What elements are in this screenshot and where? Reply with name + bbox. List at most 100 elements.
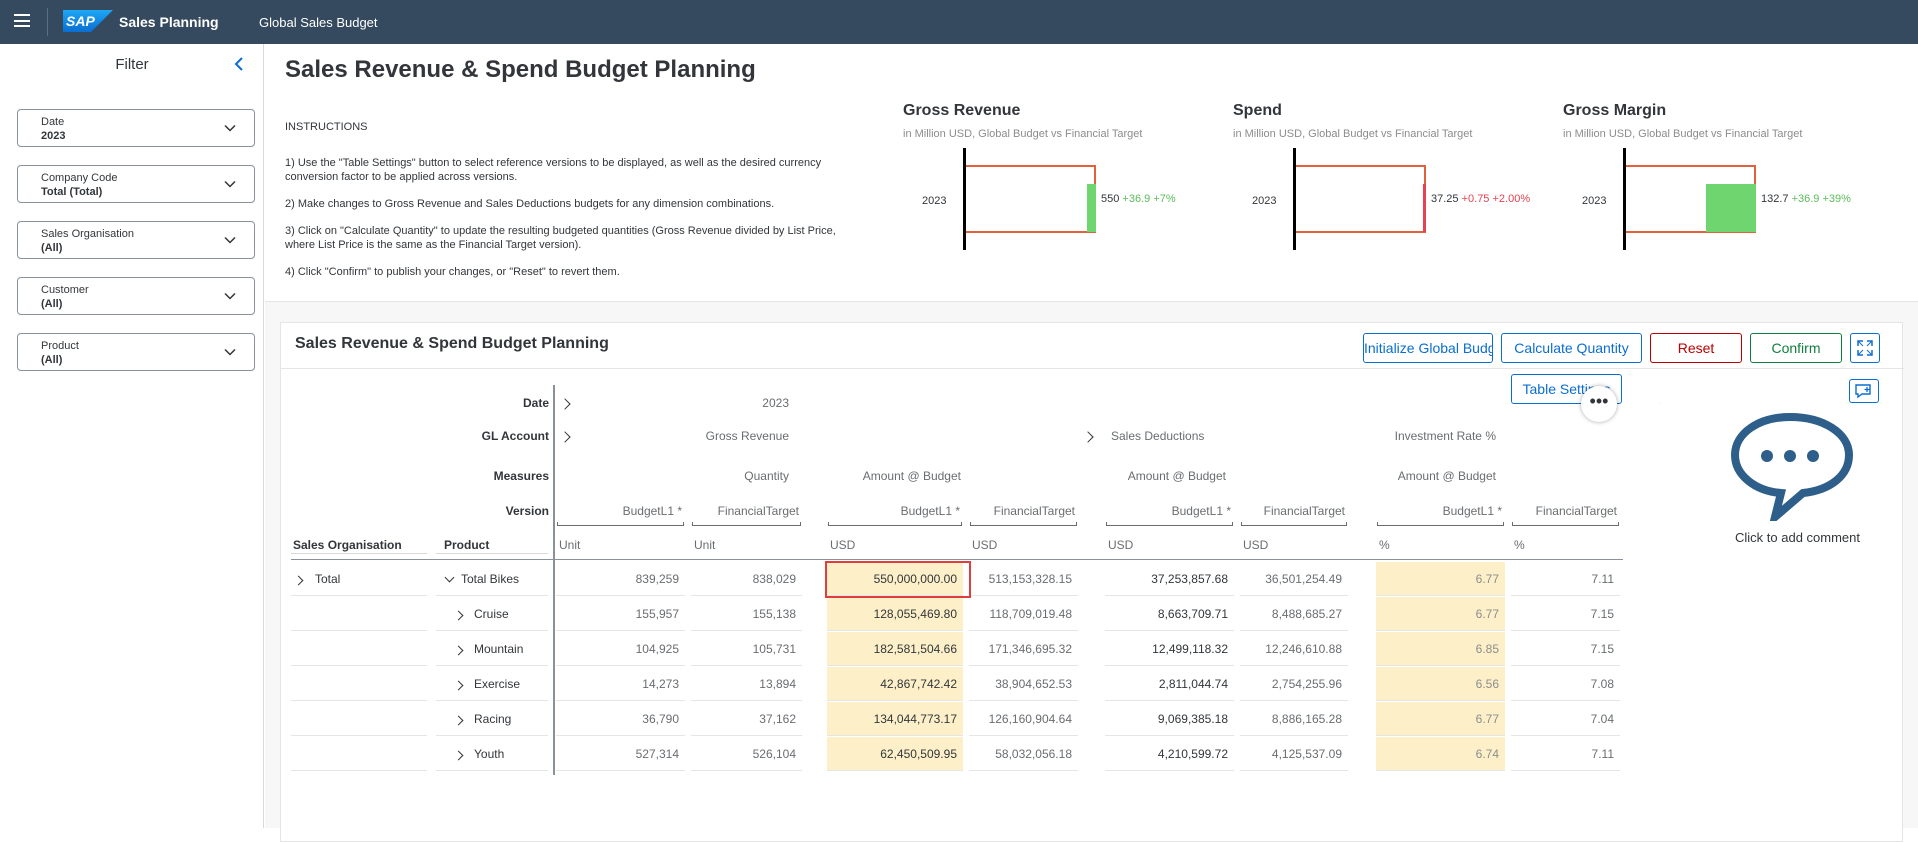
- card-header-divider: [281, 368, 1904, 369]
- kpi-axis: [1623, 148, 1626, 250]
- comment-bubble-icon[interactable]: [1727, 411, 1853, 521]
- chevron-down-icon: [224, 124, 236, 132]
- product-expand-icon[interactable]: [453, 678, 464, 692]
- unit-header: USD: [1243, 538, 1269, 552]
- row-divider: [691, 700, 802, 701]
- row-divider: [436, 630, 548, 631]
- filter-sales-organisation[interactable]: Sales Organisation (All): [17, 221, 255, 259]
- table-card: Sales Revenue & Spend Budget Planning In…: [280, 322, 1904, 842]
- chevron-down-icon: [224, 180, 236, 188]
- kpi-gross-margin: Gross Margin in Million USD, Global Budge…: [1563, 102, 1883, 262]
- filter-company-code[interactable]: Company Code Total (Total): [17, 165, 255, 203]
- add-comment-label[interactable]: Click to add comment: [1735, 530, 1860, 545]
- editable-cell-bg[interactable]: [1376, 737, 1505, 770]
- calculate-quantity-button[interactable]: Calculate Quantity: [1501, 333, 1642, 363]
- row-divider: [291, 735, 427, 736]
- kpi-subtitle: in Million USD, Global Budget vs Financi…: [1563, 128, 1803, 140]
- more-options-icon[interactable]: •••: [1581, 386, 1617, 422]
- kpi-title: Gross Revenue: [903, 102, 1021, 119]
- gl-gross-revenue-expand-icon[interactable]: [559, 430, 571, 444]
- product-collapse-icon[interactable]: [444, 570, 455, 584]
- row-divider: [291, 595, 427, 596]
- editable-cell-bg[interactable]: [827, 562, 963, 595]
- row-divider: [1105, 630, 1234, 631]
- fullscreen-button[interactable]: [1850, 333, 1880, 363]
- gl-sales-deductions-expand-icon[interactable]: [1082, 430, 1094, 444]
- kpi-year: 2023: [1582, 195, 1607, 207]
- editable-cell-bg[interactable]: [827, 597, 963, 630]
- editable-cell-bg[interactable]: [827, 702, 963, 735]
- kpi-delta-pct: +39%: [1822, 193, 1851, 205]
- row-divider: [291, 770, 427, 771]
- filter-date[interactable]: Date 2023: [17, 109, 255, 147]
- version-bracket: [692, 522, 801, 526]
- measure-amount-deductions: Amount @ Budget: [1127, 469, 1226, 483]
- gl-account-sales-deductions: Sales Deductions: [1111, 429, 1205, 443]
- editable-cell-bg[interactable]: [1376, 702, 1505, 735]
- value-cell: 9,069,385.18: [1157, 712, 1228, 726]
- value-cell: 6.85: [1475, 642, 1499, 656]
- filter-customer[interactable]: Customer (All): [17, 277, 255, 315]
- unit-header: USD: [1108, 538, 1134, 552]
- kpi-subtitle: in Million USD, Global Budget vs Financi…: [1233, 128, 1473, 140]
- version-header: BudgetL1 *: [1171, 504, 1231, 518]
- row-divider: [556, 735, 685, 736]
- org-expand-icon[interactable]: [293, 573, 304, 587]
- add-comment-button[interactable]: [1849, 379, 1879, 403]
- value-cell: 839,259: [635, 572, 679, 586]
- filter-label: Customer: [41, 284, 89, 296]
- app-title[interactable]: Sales Planning: [119, 14, 219, 30]
- row-divider: [1511, 735, 1620, 736]
- product-expand-icon[interactable]: [453, 608, 464, 622]
- row-divider: [1105, 665, 1234, 666]
- filter-product[interactable]: Product (All): [17, 333, 255, 371]
- version-header: BudgetL1 *: [1442, 504, 1502, 518]
- shell-bar: SAP Sales Planning Global Sales Budget: [0, 0, 1918, 44]
- row-divider: [1105, 735, 1234, 736]
- measure-amount-revenue: Amount @ Budget: [862, 469, 961, 483]
- editable-cell-bg[interactable]: [827, 737, 963, 770]
- kpi-variance-bar: [1087, 184, 1096, 232]
- product-expand-icon[interactable]: [453, 748, 464, 762]
- editable-cell-bg[interactable]: [1376, 597, 1505, 630]
- initialize-global-budget-button[interactable]: Initialize Global Budget: [1363, 333, 1493, 363]
- row-divider: [691, 770, 802, 771]
- product-expand-icon[interactable]: [453, 643, 464, 657]
- editable-cell-bg[interactable]: [827, 667, 963, 700]
- version-bracket: [1377, 522, 1504, 526]
- value-cell: 58,032,056.18: [995, 747, 1072, 761]
- row-divider: [827, 770, 963, 771]
- row-divider: [1240, 595, 1348, 596]
- kpi-spend: Spend in Million USD, Global Budget vs Fi…: [1233, 102, 1553, 262]
- product-expand-icon[interactable]: [453, 713, 464, 727]
- row-divider: [691, 665, 802, 666]
- collapse-panel-icon[interactable]: [232, 56, 248, 72]
- col-header-product: Product: [444, 538, 490, 552]
- filter-label: Date: [41, 116, 65, 128]
- selected-cell-outline[interactable]: [825, 561, 971, 598]
- value-cell: 118,709,019.48: [989, 607, 1072, 621]
- editable-cell-bg[interactable]: [827, 632, 963, 665]
- value-cell: 171,346,695.32: [988, 642, 1072, 656]
- org-cell: Total: [315, 572, 341, 586]
- row-divider: [1511, 595, 1620, 596]
- instruction-4: 4) Click "Confirm" to publish your chang…: [285, 266, 620, 278]
- confirm-button[interactable]: Confirm: [1750, 333, 1842, 363]
- kpi-delta-abs: +36.9: [1791, 193, 1820, 205]
- reset-button[interactable]: Reset: [1650, 333, 1742, 363]
- measure-quantity: Quantity: [744, 469, 789, 483]
- value-cell: 14,273: [642, 677, 679, 691]
- hamburger-menu-icon[interactable]: [14, 14, 30, 28]
- date-expand-icon[interactable]: [559, 397, 571, 411]
- table-card-title: Sales Revenue & Spend Budget Planning: [295, 335, 609, 352]
- instructions-heading: INSTRUCTIONS: [285, 121, 368, 133]
- editable-cell-bg[interactable]: [1376, 632, 1505, 665]
- row-divider: [691, 630, 802, 631]
- row-divider: [1376, 630, 1505, 631]
- editable-cell-bg[interactable]: [1376, 562, 1505, 595]
- value-cell: 8,663,709.71: [1157, 607, 1228, 621]
- value-cell: 6.56: [1475, 677, 1499, 691]
- value-cell: 550,000,000.00: [873, 572, 957, 586]
- product-cell: Mountain: [474, 642, 524, 656]
- editable-cell-bg[interactable]: [1376, 667, 1505, 700]
